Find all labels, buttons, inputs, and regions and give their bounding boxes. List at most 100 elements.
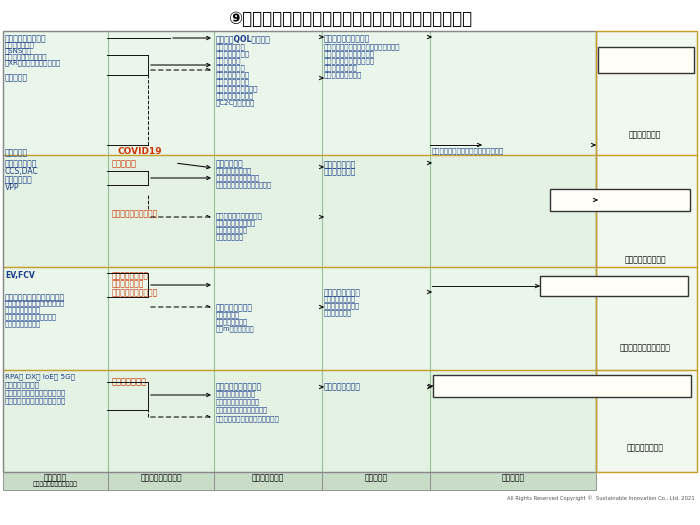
Text: ・ネットショッピング: ・ネットショッピング [216,85,258,91]
Text: ・都市集中の解消: ・都市集中の解消 [324,295,356,301]
Text: 社会システムの変革: 社会システムの変革 [624,255,666,264]
Text: ・使い捨て生活の変革: ・使い捨て生活の変革 [216,219,256,226]
Text: ・バリヤフリー施設: ・バリヤフリー施設 [5,320,41,327]
Text: ・快m適な移動体験: ・快m適な移動体験 [216,325,255,332]
Text: プロダクトの変革: プロダクトの変革 [626,443,664,452]
Text: 人夫々のQOLの最大化: 人夫々のQOLの最大化 [216,34,271,43]
Text: 環境汚染、生態系破壊: 環境汚染、生態系破壊 [112,209,158,218]
Bar [550,189,690,211]
Text: ・エネルギーの脱炭素化: ・エネルギーの脱炭素化 [216,174,260,181]
Bar [322,472,430,490]
Bar [3,267,596,370]
Text: 非接触技術: 非接触技術 [5,148,28,157]
Text: ロボット（現場作業の代替化）: ロボット（現場作業の代替化） [5,397,66,404]
Text: ・XRシステム（仮想体験）: ・XRシステム（仮想体験） [5,59,62,66]
Text: ・C2C、フリマ化: ・C2C、フリマ化 [216,99,256,106]
Text: 時間・場所に拘束されない生活: 時間・場所に拘束されない生活 [584,282,644,288]
Text: モーダルシフト: モーダルシフト [324,167,356,176]
Text: 経済成長の停滞: 経済成長の停滞 [112,377,147,386]
Text: ・きめ細かい健康に配慮した空間: ・きめ細かい健康に配慮した空間 [5,299,65,306]
Text: ・遠隔連携技術: ・遠隔連携技術 [5,41,35,48]
Text: 技術の発展: 技術の発展 [44,473,67,482]
Text: 知識共有システム: 知識共有システム [5,381,40,387]
Text: ・定型業務からの解放: ・定型業務からの解放 [216,390,256,396]
Text: ・地方への経済移転: ・地方への経済移転 [324,302,360,309]
Text: ・シェアリングエコノミー: ・シェアリングエコノミー [324,57,375,64]
Text: 社会問題とその解決: 社会問題とその解決 [140,473,182,482]
Bar [3,370,596,472]
Text: 労働生産性の向上: 労働生産性の向上 [324,382,361,391]
Text: プラットフォームの変革: プラットフォームの変革 [620,343,671,352]
Text: ・限界費用ゼロ経済: ・限界費用ゼロ経済 [324,71,363,78]
Text: ・脱プラスチック: ・脱プラスチック [216,226,248,233]
Text: COVID19: COVID19 [118,147,162,156]
Text: （技術が切り拓く未来像）: （技術が切り拓く未来像） [33,481,78,487]
Text: ・業務の専門化、水平分業化: ・業務の専門化、水平分業化 [216,406,268,413]
Text: ・ストーリーの消費: ・ストーリーの消費 [216,92,254,99]
Text: 脱炭素社会化: 脱炭素社会化 [216,159,244,168]
Text: 地球にやさしい生活様式: 地球にやさしい生活様式 [216,212,262,218]
Text: 個々が目的に基づいて自律的に行動する人のサポート: 個々が目的に基づいて自律的に行動する人のサポート [511,382,613,388]
Text: エッセンシャルワークの負担軽減: エッセンシャルワークの負担軽減 [216,415,280,422]
Text: ・リモートワーク: ・リモートワーク [216,50,250,57]
Text: ・安全で安心な設備: ・安全で安心な設備 [5,306,41,312]
Bar [596,31,697,472]
Text: ・原材料の脱炭素化: ・原材料の脱炭素化 [216,167,252,174]
Text: 社会の発展: 社会の発展 [501,473,524,482]
Text: ・肉体的、精神的負担の軽減: ・肉体的、精神的負担の軽減 [5,313,57,320]
Bar [598,47,694,73]
Bar [433,375,691,397]
Bar [596,31,697,155]
Text: EV,FCV: EV,FCV [5,271,35,280]
Text: 生活様式の多様化: 生活様式の多様化 [216,78,250,85]
Bar [3,155,596,267]
Text: グリーン水素: グリーン水素 [5,175,33,184]
Bar [430,472,596,490]
Bar [3,472,108,490]
Text: ・時間の節約: ・時間の節約 [216,311,240,318]
Text: ・副業、複業: ・副業、複業 [216,57,242,64]
Text: Wellbeingを追求する社会: Wellbeingを追求する社会 [614,56,678,62]
Text: All Rights Reserved Copyright ©  Sustainable Innovation Co., Ltd. 2021: All Rights Reserved Copyright © Sustaina… [508,495,695,501]
Text: ・ギグエコノミー: ・ギグエコノミー [324,64,358,70]
Text: ・ギグワーク化: ・ギグワーク化 [216,64,246,70]
Bar [596,267,697,370]
Text: 交通渋滹、過密ダイヤ: 交通渋滹、過密ダイヤ [112,288,158,297]
Text: 地方経済の衰退: 地方経済の衰退 [112,279,144,288]
Text: ・ビデオ会議システム: ・ビデオ会議システム [5,53,48,60]
Bar [540,276,688,296]
Text: スマートシティ: スマートシティ [324,160,356,169]
Text: 生活環境、労働環境デザイン: 生活環境、労働環境デザイン [5,293,65,302]
Text: 無人化技術: 無人化技術 [5,73,28,82]
Bar [3,31,596,155]
Text: 働き方の多様化: 働き方の多様化 [216,43,246,49]
Text: ・フリーランス化: ・フリーランス化 [216,71,250,78]
Text: CCS,DAC: CCS,DAC [5,167,38,176]
Text: ・サプライチェーンの脱炭素化: ・サプライチェーンの脱炭素化 [216,181,272,187]
Text: モビリティの変革: モビリティの変革 [216,303,253,312]
Bar [3,31,596,472]
Text: 人工知能（知的労働の代替化）: 人工知能（知的労働の代替化） [5,389,66,396]
Text: 再生エネルギー: 再生エネルギー [5,159,37,168]
Text: 地球温暖化: 地球温暖化 [112,159,137,168]
Text: 心豊かな暮らしの追求: 心豊かな暮らしの追求 [324,34,370,43]
Text: 脱炭素、環境にやさしい社会システム: 脱炭素、環境にやさしい社会システム [584,196,656,202]
Text: コミュニケーション: コミュニケーション [5,34,47,43]
Text: ・植物由来商品: ・植物由来商品 [216,233,244,239]
Text: ・場所の制約解消: ・場所の制約解消 [216,318,248,324]
Text: オフィスの分散化: オフィスの分散化 [324,288,361,297]
Text: ・固定費の削減: ・固定費の削減 [324,309,352,316]
Text: ・サーキュラーエコノミー: ・サーキュラーエコノミー [324,50,375,57]
Bar [596,370,697,472]
Text: 組織・人の成長: 組織・人の成長 [252,473,284,482]
Text: ポスト大量生産・大量消費経済システム: ポスト大量生産・大量消費経済システム [324,43,400,49]
Bar [596,155,697,267]
Text: ⑨社会変革構想モデルフォームへのマッピング（例）: ⑨社会変革構想モデルフォームへのマッピング（例） [228,10,472,28]
Text: 社会秩序の変革: 社会秩序の変革 [629,130,662,139]
Text: パンデミック後のニューノーマル社会: パンデミック後のニューノーマル社会 [432,147,504,154]
Text: ・知的創造業務への集中: ・知的創造業務への集中 [216,398,260,405]
Text: オフィスワークの変革: オフィスワークの変革 [216,382,262,391]
Text: VPP: VPP [5,183,20,192]
Text: ・SNS技術: ・SNS技術 [5,47,32,54]
Bar [108,472,214,490]
